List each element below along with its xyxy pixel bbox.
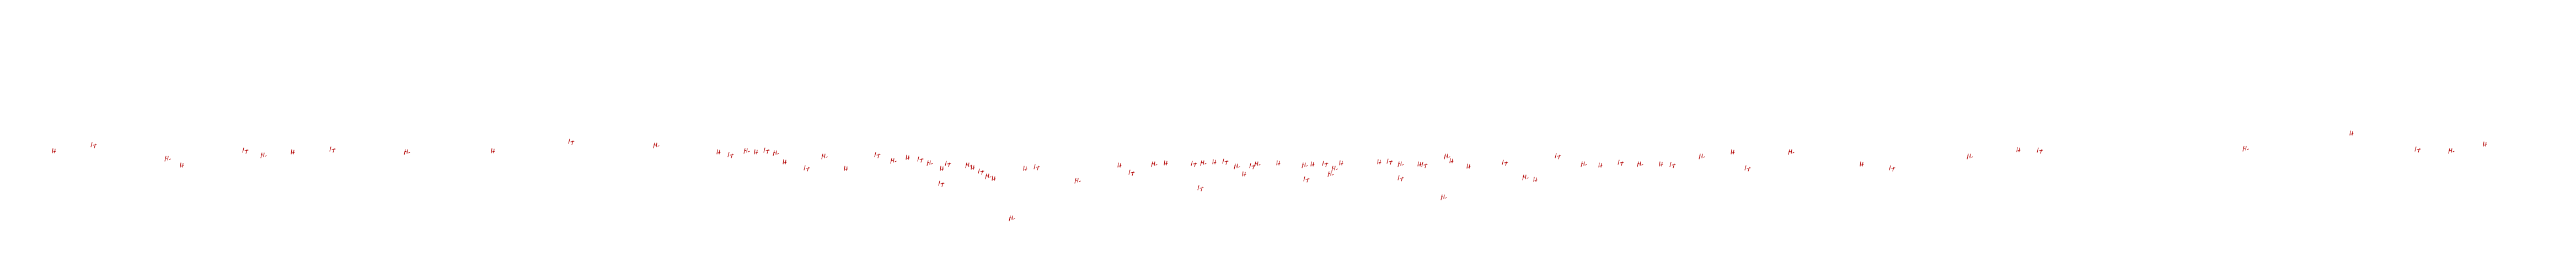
tally-mark-icon bbox=[904, 153, 913, 161]
tally-mark-icon bbox=[944, 160, 953, 168]
tally-mark-icon bbox=[2036, 147, 2045, 155]
tally-mark-icon bbox=[1309, 160, 1318, 168]
tally-mark-icon bbox=[977, 168, 986, 176]
tally-mark-icon bbox=[1579, 160, 1588, 168]
tally-mark-icon bbox=[1326, 170, 1335, 178]
tally-mark-icon bbox=[2241, 145, 2250, 152]
tally-mark-icon bbox=[403, 148, 411, 156]
tally-mark-icon bbox=[2414, 146, 2423, 153]
tally-mark-icon bbox=[1443, 152, 1452, 160]
tally-mark-icon bbox=[964, 161, 973, 169]
tally-mark-icon bbox=[1275, 159, 1284, 167]
tally-mark-icon bbox=[1465, 162, 1474, 170]
tally-mark-icon bbox=[1073, 177, 1082, 184]
tally-mark-icon bbox=[1396, 160, 1405, 168]
tally-mark-icon bbox=[772, 149, 780, 157]
tally-mark-icon bbox=[1253, 160, 1262, 168]
tally-mark-icon bbox=[1376, 158, 1385, 166]
tally-mark-icon bbox=[715, 148, 724, 156]
tally-mark-icon bbox=[1163, 159, 1171, 167]
tally-mark-icon bbox=[2348, 129, 2357, 137]
tally-mark-icon bbox=[1116, 161, 1125, 169]
tally-mark-icon bbox=[1321, 160, 1330, 168]
tally-mark-icon bbox=[179, 161, 188, 169]
tally-mark-icon bbox=[984, 172, 993, 180]
tally-mark-icon bbox=[490, 147, 499, 155]
tally-mark-icon bbox=[1199, 159, 1208, 167]
tally-mark-icon bbox=[1697, 152, 1706, 160]
tally-mark-icon bbox=[939, 164, 947, 172]
tally-mark-icon bbox=[874, 151, 882, 159]
tally-mark-icon bbox=[763, 147, 772, 155]
tally-mark-icon bbox=[742, 147, 751, 155]
tally-mark-icon bbox=[163, 155, 172, 162]
tally-mark-icon bbox=[259, 151, 268, 159]
tally-mark-icon bbox=[1197, 184, 1206, 192]
tally-mark-icon bbox=[1150, 160, 1159, 168]
tally-mark-icon bbox=[567, 138, 576, 146]
tally-mark-icon bbox=[329, 146, 338, 153]
tally-mark-icon bbox=[1744, 164, 1753, 172]
tally-mark-icon bbox=[781, 158, 790, 166]
tally-mark-icon bbox=[1554, 152, 1563, 160]
tally-mark-icon bbox=[727, 151, 736, 159]
tally-mark-icon bbox=[1521, 173, 1530, 181]
tally-mark-icon bbox=[1888, 164, 1897, 172]
tally-mark-icon bbox=[1669, 161, 1678, 169]
tally-mark-icon bbox=[1532, 176, 1541, 183]
tally-mark-icon bbox=[1729, 148, 1738, 156]
tally-mark-icon bbox=[1636, 160, 1645, 168]
tally-mark-icon bbox=[1033, 163, 1042, 171]
tally-mark-icon bbox=[917, 156, 925, 163]
tally-mark-icon bbox=[652, 141, 661, 149]
tally-mark-icon bbox=[1501, 159, 1510, 167]
tally-mark-icon bbox=[1241, 170, 1250, 178]
tally-mark-icon bbox=[1128, 169, 1137, 177]
tally-mark-icon bbox=[925, 159, 934, 167]
tally-mark-icon bbox=[843, 164, 851, 172]
circle-mark-icon bbox=[2447, 147, 2456, 155]
tally-mark-icon bbox=[970, 163, 978, 171]
circle-mark-icon bbox=[2482, 140, 2491, 148]
tally-mark-icon bbox=[1617, 159, 1626, 167]
tally-mark-icon bbox=[1190, 160, 1199, 168]
tally-mark-icon bbox=[1300, 161, 1309, 169]
tally-mark-icon bbox=[1859, 160, 1867, 168]
tally-mark-icon bbox=[51, 147, 60, 155]
tally-mark-icon bbox=[1303, 176, 1311, 183]
tally-mark-icon bbox=[1787, 148, 1796, 156]
tally-mark-icon bbox=[1338, 159, 1347, 167]
tally-mark-icon bbox=[753, 148, 762, 156]
tally-mark-icon bbox=[1439, 193, 1448, 201]
tally-mark-icon bbox=[1448, 157, 1457, 164]
tally-mark-icon bbox=[1386, 158, 1395, 166]
tally-mark-icon bbox=[290, 148, 298, 156]
tally-mark-icon bbox=[242, 147, 250, 155]
tally-mark-icon bbox=[889, 157, 898, 164]
tally-mark-icon bbox=[803, 164, 812, 172]
tally-mark-icon bbox=[2015, 146, 2024, 153]
tally-mark-icon bbox=[1022, 164, 1031, 172]
tally-mark-icon bbox=[1966, 152, 1974, 160]
tally-mark-icon bbox=[1233, 162, 1241, 170]
tally-mark-icon bbox=[1008, 214, 1016, 222]
tally-mark-icon bbox=[1397, 174, 1406, 182]
tally-mark-icon bbox=[990, 174, 999, 182]
tally-mark-icon bbox=[1421, 161, 1429, 169]
tally-mark-icon bbox=[820, 152, 829, 160]
tally-mark-icon bbox=[90, 141, 99, 149]
tally-mark-icon bbox=[938, 180, 946, 188]
tally-mark-icon bbox=[1416, 160, 1425, 168]
tally-mark-icon bbox=[1597, 161, 1606, 169]
tally-mark-icon bbox=[1211, 158, 1220, 166]
tally-mark-icon bbox=[1222, 158, 1230, 166]
tally-mark-icon bbox=[1330, 164, 1339, 172]
tally-mark-icon bbox=[1658, 160, 1667, 168]
